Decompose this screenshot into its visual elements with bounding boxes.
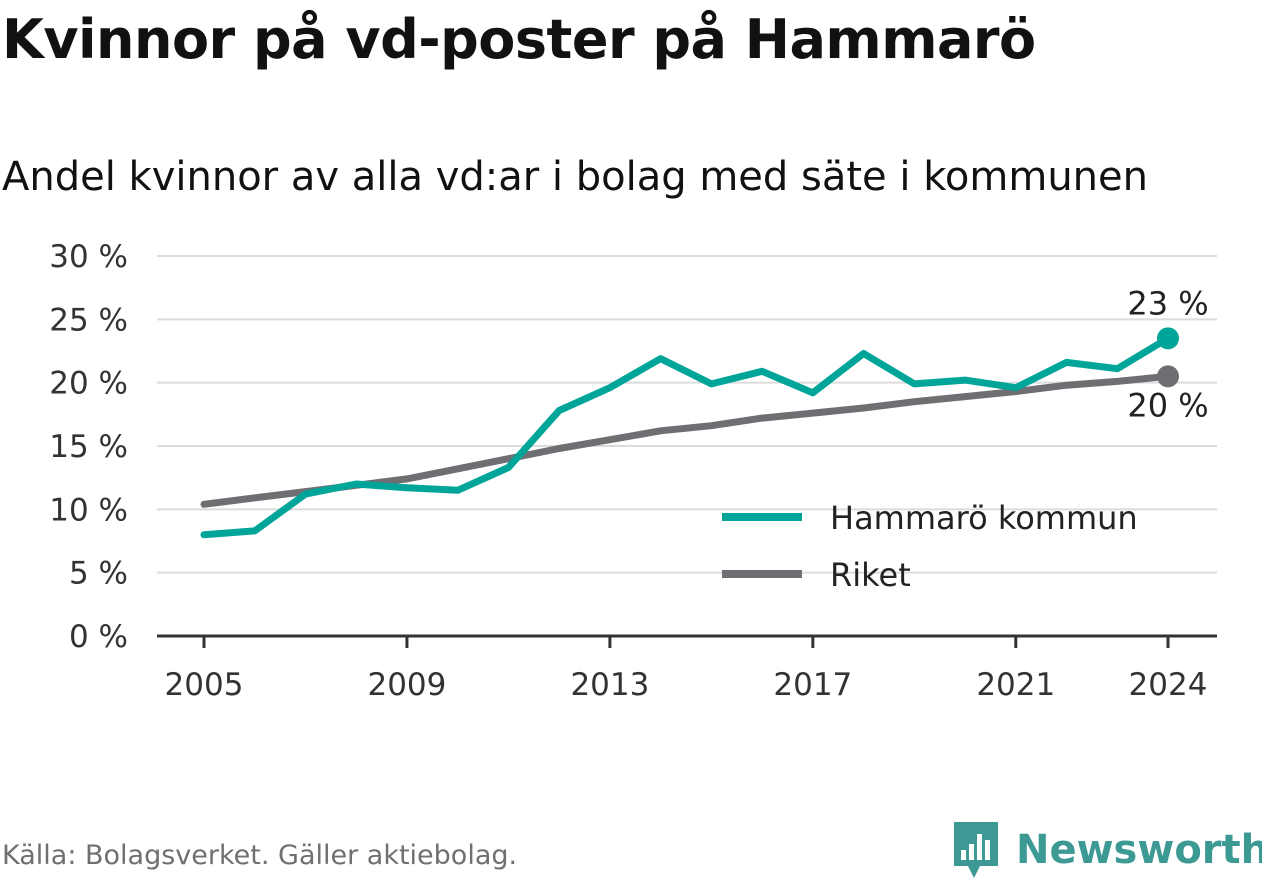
- newsworthy-logo-icon: [954, 822, 998, 878]
- source-note: Källa: Bolagsverket. Gäller aktiebolag.: [2, 840, 518, 871]
- y-tick-label: 15 %: [49, 429, 128, 465]
- legend-label: Hammarö kommun: [830, 499, 1138, 537]
- y-tick-label: 5 %: [69, 556, 128, 592]
- y-tick-label: 10 %: [49, 492, 128, 528]
- y-tick-label: 20 %: [49, 366, 128, 402]
- legend: Hammarö kommun Riket: [722, 499, 1138, 594]
- series-lines: 20 % 23 %: [200, 284, 1209, 539]
- series-line-hammaro: [200, 334, 1172, 539]
- end-point-riket: [1157, 365, 1179, 388]
- x-tick-label: 2017: [773, 667, 852, 703]
- newsworthy-logo: Newsworthy: [950, 818, 1262, 882]
- y-tick-label: 30 %: [49, 239, 128, 275]
- chart-title: Kvinnor på vd-poster på Hammarö: [2, 8, 1036, 71]
- y-axis-ticks: 0 % 5 % 10 % 15 % 20 % 25 % 30 %: [49, 239, 128, 655]
- x-tick-label: 2009: [367, 667, 446, 703]
- legend-label: Riket: [830, 556, 911, 594]
- chart-subtitle: Andel kvinnor av alla vd:ar i bolag med …: [2, 154, 1148, 200]
- x-axis: 2005 2009 2013 2017 2021 2024: [157, 634, 1217, 703]
- x-tick-label: 2021: [976, 667, 1055, 703]
- x-tick-label: 2024: [1129, 667, 1208, 703]
- x-tick-label: 2005: [165, 667, 244, 703]
- y-tick-label: 0 %: [69, 619, 128, 655]
- line-chart: 0 %5 %10 %15 %20 %25 %30 % 2005 2009 2013 2…: [49, 239, 1217, 703]
- end-label-riket: 20 %: [1127, 386, 1208, 424]
- newsworthy-logo-text: Newsworthy: [1016, 827, 1262, 873]
- end-point-hammaro: [1157, 327, 1179, 350]
- x-tick-label: 2013: [570, 667, 649, 703]
- y-tick-label: 25 %: [49, 302, 128, 338]
- end-label-hammaro: 23 %: [1127, 284, 1208, 322]
- gridlines: [157, 255, 1217, 574]
